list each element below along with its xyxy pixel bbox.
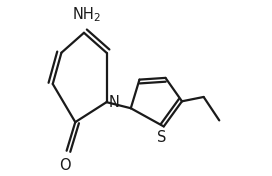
- Text: N: N: [108, 95, 119, 110]
- Text: S: S: [157, 130, 167, 145]
- Text: O: O: [59, 158, 71, 173]
- Text: NH: NH: [73, 7, 95, 21]
- Text: 2: 2: [94, 13, 100, 23]
